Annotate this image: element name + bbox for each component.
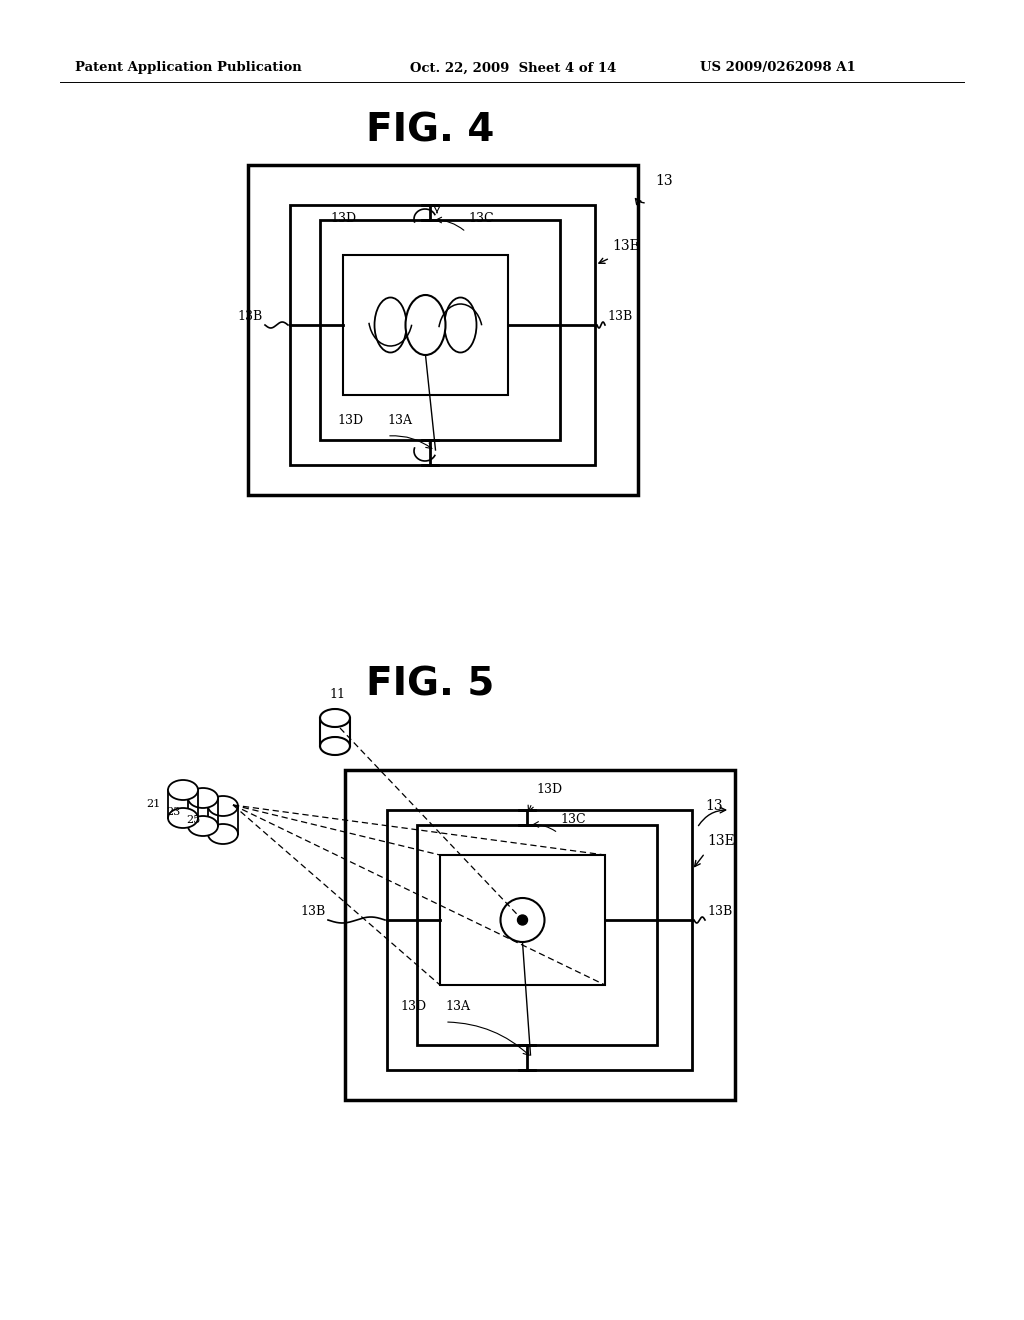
Text: 13E: 13E bbox=[707, 834, 735, 847]
Ellipse shape bbox=[319, 709, 350, 727]
Text: Oct. 22, 2009  Sheet 4 of 14: Oct. 22, 2009 Sheet 4 of 14 bbox=[410, 62, 616, 74]
Ellipse shape bbox=[208, 824, 238, 843]
Text: 13B: 13B bbox=[300, 906, 326, 917]
Text: 13C: 13C bbox=[560, 813, 586, 826]
Bar bbox=[387, 810, 692, 1071]
Bar bbox=[319, 220, 560, 440]
Ellipse shape bbox=[375, 297, 407, 352]
Text: 21: 21 bbox=[146, 799, 160, 809]
Bar bbox=[343, 255, 508, 395]
Text: FIG. 5: FIG. 5 bbox=[366, 667, 495, 704]
Ellipse shape bbox=[168, 808, 198, 828]
Text: 13D: 13D bbox=[337, 414, 364, 426]
Ellipse shape bbox=[208, 796, 238, 816]
Circle shape bbox=[517, 915, 527, 925]
Text: 13: 13 bbox=[705, 799, 723, 813]
Text: Patent Application Publication: Patent Application Publication bbox=[75, 62, 302, 74]
Ellipse shape bbox=[188, 816, 218, 836]
Text: 11: 11 bbox=[329, 688, 345, 701]
Bar bbox=[440, 855, 605, 985]
Text: 13D: 13D bbox=[536, 783, 562, 796]
Bar bbox=[290, 205, 595, 465]
Text: FIG. 4: FIG. 4 bbox=[366, 111, 495, 149]
Text: 23: 23 bbox=[166, 807, 180, 817]
Text: 13: 13 bbox=[655, 174, 673, 187]
Circle shape bbox=[501, 898, 545, 942]
Text: 13D: 13D bbox=[330, 213, 356, 224]
Ellipse shape bbox=[319, 737, 350, 755]
Ellipse shape bbox=[444, 297, 476, 352]
Text: 13B: 13B bbox=[707, 906, 732, 917]
Text: 13D: 13D bbox=[400, 1001, 426, 1012]
Text: US 2009/0262098 A1: US 2009/0262098 A1 bbox=[700, 62, 856, 74]
Bar bbox=[248, 165, 638, 495]
Bar bbox=[345, 770, 735, 1100]
Text: 25: 25 bbox=[186, 814, 201, 825]
Text: 13B: 13B bbox=[237, 310, 262, 323]
Text: 13A: 13A bbox=[445, 1001, 470, 1012]
Ellipse shape bbox=[168, 780, 198, 800]
Text: 13B: 13B bbox=[607, 310, 632, 323]
Bar bbox=[417, 825, 657, 1045]
Ellipse shape bbox=[406, 294, 445, 355]
Ellipse shape bbox=[188, 788, 218, 808]
Text: 13E: 13E bbox=[612, 239, 640, 253]
Text: 13C: 13C bbox=[468, 213, 494, 224]
Text: 13A: 13A bbox=[387, 414, 412, 426]
